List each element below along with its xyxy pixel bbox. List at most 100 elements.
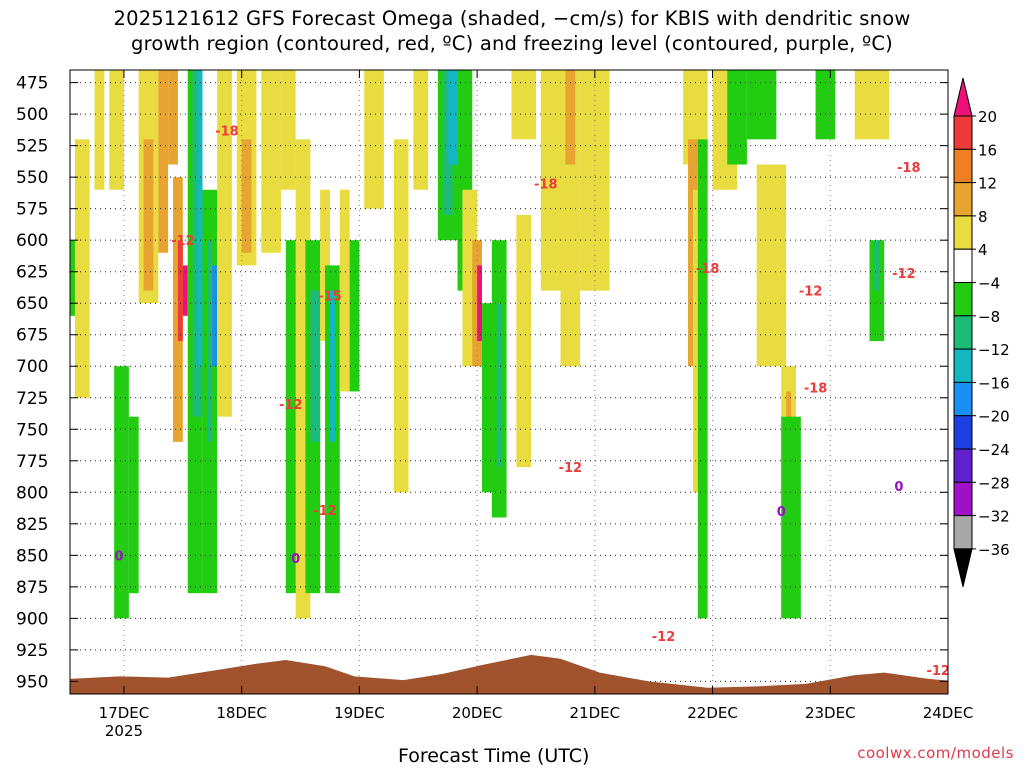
y-tick-label-7: 650 (16, 294, 48, 314)
y-tick-label-14: 825 (16, 515, 48, 535)
omega-shading (21, 70, 890, 619)
colorbar-bin-6 (953, 282, 973, 317)
omega-cell-33 (320, 189, 330, 342)
colorbar-label-0: 20 (978, 108, 997, 126)
colorbar-label-3: 8 (978, 208, 988, 226)
omega-cell-11 (158, 70, 169, 253)
y-tick-label-9: 700 (16, 357, 48, 377)
y-tick-label-19: 950 (16, 672, 48, 692)
omega-cell-35 (329, 290, 335, 442)
colorbar-label-4: 4 (978, 241, 988, 259)
omega-cell-16 (177, 240, 183, 342)
colorbar-bin-0 (953, 77, 973, 117)
colorbar-label-13: −36 (978, 541, 1010, 559)
omega-cell-37 (349, 240, 360, 392)
omega-cell-73 (874, 240, 880, 291)
contour-label-0-2: -18 (696, 262, 720, 277)
y-tick-label-16: 875 (16, 578, 48, 598)
x-tick-label-5: 22DEC (687, 704, 738, 722)
contour-label-1-2: -12 (313, 504, 337, 519)
colorbar-bin-4 (953, 215, 973, 250)
omega-cell-57 (609, 139, 630, 241)
omega-cell-63 (727, 70, 747, 165)
omega-cell-26 (241, 139, 252, 253)
title-line-2: growth region (contoured, red, ºC) and f… (131, 32, 893, 55)
omega-cell-39 (393, 139, 409, 493)
contour-label-0-0: -18 (215, 125, 239, 140)
plot-frame (69, 69, 949, 695)
x-tick-label-3: 20DEC (452, 704, 503, 722)
contour-label-3-1: 0 (291, 552, 300, 567)
colorbar-label-5: −4 (978, 275, 1000, 293)
omega-cell-71 (854, 70, 890, 140)
y-tick-label-12: 775 (16, 452, 48, 472)
terrain (70, 654, 948, 694)
colorbar: 20 16 12 8 4 −4 −8 −12 −16 −20 −24 −28 −32 −36 (953, 77, 1010, 588)
omega-cell-23 (212, 265, 218, 367)
y-tick-label-13: 800 (16, 483, 48, 503)
colorbar-label-2: 12 (978, 175, 997, 193)
omega-cell-36 (339, 189, 350, 392)
omega-cell-27 (261, 70, 281, 253)
x-tick-label-2: 19DEC (334, 704, 385, 722)
omega-cell-28 (280, 70, 296, 190)
terrain-surface (70, 654, 948, 694)
omega-cell-8 (109, 70, 124, 190)
omega-cell-66 (771, 265, 787, 316)
colorbar-bin-11 (953, 448, 973, 483)
contour-label-3-2: 0 (777, 505, 786, 520)
colorbar-label-6: −8 (978, 308, 1000, 326)
omega-cell-17 (182, 265, 188, 316)
x-tick-label-6: 23DEC (805, 704, 856, 722)
omega-cell-64 (746, 70, 777, 140)
x-tick-label-0: 17DEC (99, 704, 150, 722)
contour-label-3-3: 0 (894, 480, 903, 495)
omega-cell-1 (21, 89, 31, 366)
x-tick-label2-0: 2025 (105, 722, 143, 740)
colorbar-label-10: −24 (978, 441, 1010, 459)
credit-text: coolwx.com/models (857, 744, 1014, 762)
contour-label-1-5: -12 (799, 285, 823, 300)
title-line-1: 2025121612 GFS Forecast Omega (shaded, −… (113, 7, 911, 30)
contour-label-3-0: 0 (115, 549, 124, 564)
x-tick-label-7: 24DEC (923, 704, 974, 722)
y-tick-label-18: 925 (16, 641, 48, 661)
omega-cell-24 (217, 70, 232, 417)
omega-cell-12 (168, 70, 178, 165)
colorbar-bin-3 (953, 182, 973, 217)
y-tick-label-5: 600 (16, 231, 48, 251)
contours: -18 -18 -18 -18 -18 -12 -12 -12 -12 -12 -12 -12 -12 -… (115, 125, 948, 680)
colorbar-label-11: −28 (978, 474, 1010, 492)
omega-cell-3 (55, 70, 70, 228)
colorbar-bin-14 (953, 548, 973, 588)
contour-label-0-1: -18 (534, 177, 558, 192)
omega-cell-20 (197, 70, 203, 367)
colorbar-bin-1 (953, 115, 973, 150)
y-tick-label-17: 900 (16, 609, 48, 629)
omega-cell-6 (74, 139, 90, 398)
omega-cell-50 (496, 303, 502, 468)
y-tick-label-10: 725 (16, 389, 48, 409)
contour-label-1-3: -12 (559, 461, 583, 476)
omega-cell-13 (114, 366, 129, 619)
y-tick-label-0: 475 (16, 74, 48, 94)
omega-cell-22 (207, 240, 213, 442)
colorbar-bin-13 (953, 515, 973, 550)
contour-label-1-4: -12 (652, 630, 676, 645)
omega-cell-7 (94, 70, 105, 190)
contour-label-1-0: -12 (171, 234, 195, 249)
colorbar-label-8: −16 (978, 374, 1010, 392)
omega-cell-61 (697, 139, 708, 619)
omega-cell-52 (516, 214, 532, 468)
y-tick-label-15: 850 (16, 546, 48, 566)
contour-label-0-4: -18 (897, 161, 921, 176)
omega-cell-43 (447, 70, 458, 165)
colorbar-label-12: −32 (978, 508, 1010, 526)
colorbar-bin-2 (953, 148, 973, 184)
colorbar-bin-8 (953, 348, 973, 383)
colorbar-label-7: −12 (978, 341, 1010, 359)
omega-cell-14 (128, 416, 139, 594)
omega-cell-47 (477, 265, 483, 342)
